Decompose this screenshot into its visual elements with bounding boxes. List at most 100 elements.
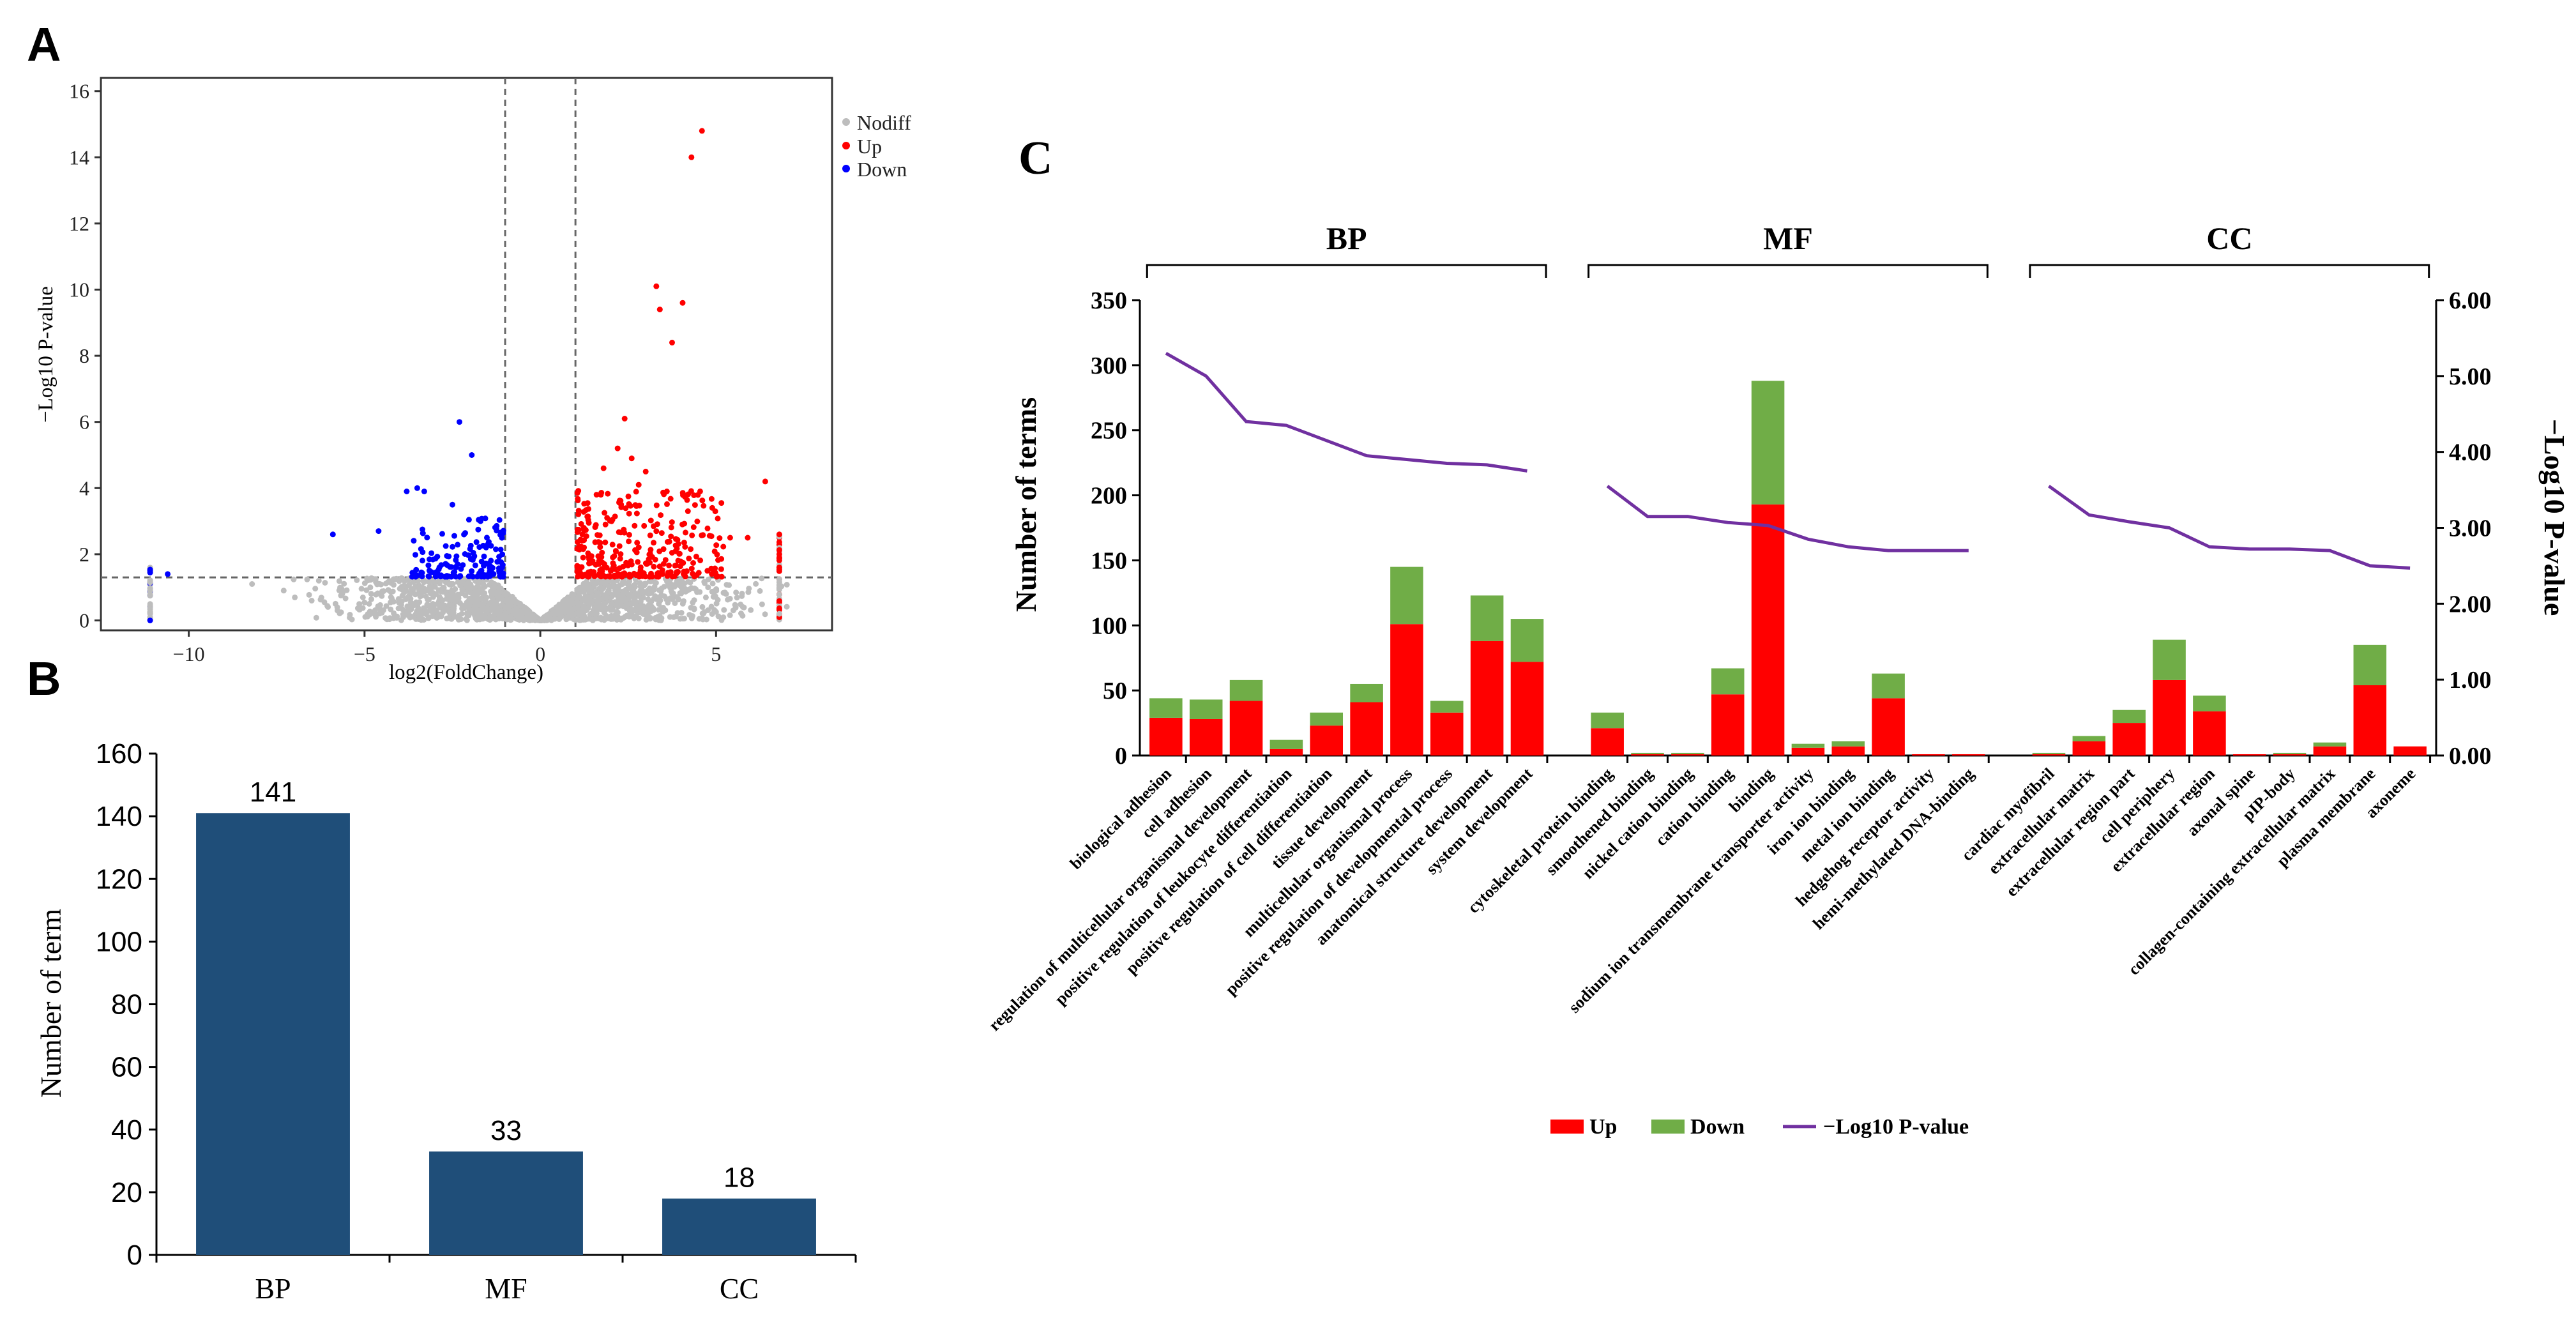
up-point	[583, 533, 589, 540]
nodiff-point	[648, 589, 655, 596]
up-point	[602, 510, 608, 516]
bar-up-segment	[1430, 712, 1464, 756]
down-point	[467, 542, 474, 549]
down-point	[443, 561, 449, 567]
down-point	[448, 564, 455, 570]
up-highlight-point	[635, 482, 642, 488]
panel-c-go-enrichment-chart: C BP MF CC 0 50 100 150 200 250 300 350 0.00 1.00 2.…	[985, 132, 2571, 1139]
nodiff-point	[344, 587, 350, 593]
y-tick-label: 14	[69, 146, 89, 169]
nodiff-point	[419, 584, 425, 590]
edge-point	[147, 601, 153, 607]
up-point	[675, 558, 681, 564]
nodiff-point	[441, 605, 447, 611]
nodiff-point	[739, 604, 746, 610]
down-highlight-point	[165, 571, 171, 577]
bar-value-label: 141	[250, 777, 296, 808]
nodiff-point	[480, 581, 487, 588]
nodiff-point	[324, 603, 331, 609]
up-point	[669, 519, 675, 526]
y2-tick-label: 6.00	[2449, 287, 2492, 314]
up-point	[648, 547, 654, 553]
nodiff-point	[652, 593, 658, 599]
nodiff-point	[504, 603, 510, 609]
up-point	[602, 521, 609, 528]
nodiff-point	[368, 596, 374, 602]
up-highlight-point	[642, 468, 649, 475]
up-point	[672, 536, 679, 542]
nodiff-point	[444, 591, 450, 598]
nodiff-point	[633, 591, 640, 597]
nodiff-point	[474, 593, 480, 599]
y-tick-label: 250	[1091, 418, 1127, 444]
group-label-cc: CC	[2206, 220, 2252, 256]
bar-down-segment	[1350, 683, 1383, 702]
up-point	[718, 566, 724, 572]
down-point	[425, 562, 432, 568]
bar-up-segment	[2072, 741, 2106, 756]
down-highlight-point	[404, 489, 410, 494]
bar-down-segment	[1671, 752, 1704, 754]
panel-a-legend: Nodiff Up Down	[842, 111, 911, 181]
down-highlight-point	[147, 568, 153, 574]
nodiff-point	[418, 591, 424, 598]
x-category-label: MF	[485, 1272, 527, 1305]
down-point	[419, 573, 425, 580]
nodiff-point	[648, 608, 654, 614]
legend-label-up: Up	[1589, 1115, 1617, 1139]
term-label: cytoskeletal protein binding	[1464, 764, 1617, 917]
nodiff-point	[586, 595, 593, 601]
legend-swatch-up	[1550, 1120, 1584, 1134]
nodiff-point	[396, 578, 402, 584]
nodiff-point	[653, 616, 659, 623]
up-point	[651, 563, 657, 570]
bar-up-segment	[1310, 725, 1344, 756]
nodiff-point	[379, 588, 385, 595]
nodiff-point	[639, 604, 646, 611]
nodiff-point	[492, 604, 498, 610]
bar-up-segment	[2393, 746, 2427, 756]
down-point	[473, 539, 480, 545]
down-point	[483, 560, 489, 566]
up-point	[625, 493, 632, 499]
up-point	[682, 543, 688, 550]
up-point	[620, 563, 626, 570]
up-point	[610, 554, 616, 561]
nodiff-point	[322, 580, 328, 586]
edge-point	[776, 591, 782, 598]
up-point	[599, 549, 605, 556]
nodiff-point	[784, 604, 790, 610]
nodiff-point	[560, 598, 566, 605]
down-highlight-point	[478, 518, 483, 524]
bar-up-segment	[1751, 504, 1785, 756]
bar-value-label: 18	[724, 1162, 755, 1194]
nodiff-point	[341, 581, 347, 587]
up-point	[608, 567, 614, 573]
up-point	[575, 527, 581, 533]
up-highlight-point	[699, 128, 705, 134]
nodiff-point	[395, 605, 402, 612]
down-point	[499, 535, 505, 541]
nodiff-point	[628, 606, 633, 612]
nodiff-point	[425, 579, 432, 585]
nodiff-point	[496, 585, 503, 591]
up-point	[690, 524, 697, 530]
down-point	[472, 562, 478, 568]
down-point	[496, 517, 503, 523]
y2-tick-label: 3.00	[2449, 515, 2492, 542]
down-highlight-point	[375, 528, 382, 535]
up-point	[704, 568, 711, 574]
nodiff-point	[635, 615, 642, 621]
up-highlight-point	[656, 307, 663, 313]
y-tick-label: 40	[111, 1114, 142, 1146]
nodiff-point	[504, 592, 510, 598]
panel-b-bar-chart: B 0 20 40 60 80 100 120 140 160 141 BP 33 MF 18 CC Nu…	[27, 652, 857, 1305]
up-highlight-point	[621, 416, 628, 421]
down-point	[494, 522, 500, 529]
up-highlight-point	[618, 501, 625, 508]
up-point	[609, 542, 616, 548]
up-point	[695, 570, 702, 576]
nodiff-point	[593, 616, 599, 621]
nodiff-point	[720, 589, 727, 596]
down-point	[453, 557, 459, 563]
